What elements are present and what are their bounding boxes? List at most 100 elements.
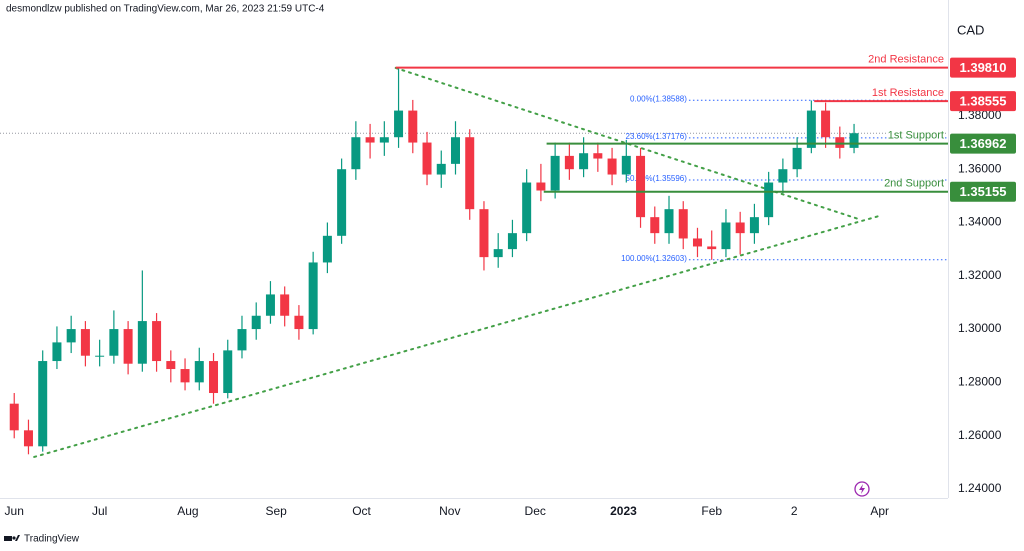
candle-body bbox=[194, 361, 204, 383]
fib-label: 100.00%(1.32603) bbox=[621, 254, 687, 263]
brand-logo bbox=[4, 535, 20, 541]
x-tick-label: 2023 bbox=[610, 504, 637, 518]
candle bbox=[479, 201, 489, 271]
candle bbox=[664, 195, 674, 244]
candle-body bbox=[636, 155, 646, 218]
level-value-box bbox=[950, 133, 1016, 154]
candle bbox=[821, 102, 831, 148]
candle bbox=[550, 142, 560, 199]
candle bbox=[166, 350, 176, 383]
candle-body bbox=[792, 147, 802, 170]
candle bbox=[735, 211, 745, 255]
currency: CAD bbox=[957, 22, 984, 37]
candle bbox=[80, 321, 90, 367]
y-tick-label: 1.26000 bbox=[958, 428, 1002, 442]
candle bbox=[436, 150, 446, 188]
x-tick-label: 2 bbox=[791, 504, 798, 518]
candle-body bbox=[465, 137, 475, 210]
x-tick-label: Jun bbox=[5, 504, 24, 518]
candle bbox=[408, 99, 418, 154]
candle-body bbox=[66, 329, 76, 343]
candle bbox=[379, 121, 389, 156]
candle-body bbox=[593, 153, 603, 159]
trendline bbox=[33, 214, 881, 458]
candle bbox=[394, 67, 404, 148]
candle-body bbox=[109, 329, 119, 356]
candle-body bbox=[678, 209, 688, 239]
candle bbox=[9, 393, 19, 439]
candle-body bbox=[564, 155, 574, 170]
candle-body bbox=[337, 169, 347, 236]
candle-body bbox=[536, 182, 546, 191]
candle-body bbox=[579, 153, 589, 170]
level-name: 1st Resistance bbox=[872, 87, 944, 99]
candle-body bbox=[522, 182, 532, 234]
candle bbox=[678, 201, 688, 250]
candle bbox=[322, 222, 332, 274]
candle-body bbox=[322, 235, 332, 263]
level-name: 1st Support bbox=[888, 129, 944, 141]
candle bbox=[294, 305, 304, 340]
candle-body bbox=[52, 342, 62, 362]
level-value-box bbox=[950, 57, 1016, 78]
candle-body bbox=[280, 294, 290, 316]
candle bbox=[450, 121, 460, 175]
candle bbox=[778, 158, 788, 194]
candle-body bbox=[493, 249, 503, 258]
level-name-bg bbox=[883, 177, 945, 190]
y-tick-label: 1.34000 bbox=[958, 215, 1002, 229]
x-tick-label: Sep bbox=[265, 504, 287, 518]
x-tick-label: Oct bbox=[352, 504, 371, 518]
candle bbox=[351, 121, 361, 180]
candle-body bbox=[507, 233, 517, 250]
candle bbox=[607, 147, 617, 186]
candle-body bbox=[764, 182, 774, 218]
candle bbox=[593, 142, 603, 172]
candle-body bbox=[806, 110, 816, 148]
candle bbox=[280, 286, 290, 327]
level-name: 2nd Support bbox=[884, 178, 944, 190]
candle bbox=[764, 171, 774, 226]
candle-body bbox=[23, 430, 33, 447]
candle-body bbox=[308, 262, 318, 330]
candle bbox=[465, 129, 475, 220]
candle bbox=[365, 123, 375, 159]
candle bbox=[849, 123, 859, 154]
candle-body bbox=[707, 246, 717, 250]
level-value: 1.39810 bbox=[960, 60, 1007, 75]
level-value: 1.35155 bbox=[960, 184, 1007, 199]
candle-body bbox=[223, 350, 233, 394]
candle-body bbox=[621, 155, 631, 175]
y-tick-label: 1.32000 bbox=[958, 268, 1002, 282]
x-tick-label: Jul bbox=[92, 504, 107, 518]
candle bbox=[152, 313, 162, 372]
candle bbox=[237, 315, 247, 359]
candle-body bbox=[237, 329, 247, 351]
candle bbox=[180, 358, 190, 391]
candle-body bbox=[379, 137, 389, 143]
candle-body bbox=[80, 329, 90, 356]
candle bbox=[137, 270, 147, 372]
level-value: 1.38555 bbox=[960, 94, 1007, 109]
level-name-bg bbox=[870, 87, 945, 100]
candle-body bbox=[294, 315, 304, 330]
lightning-icon bbox=[854, 481, 870, 497]
fib-label: 50.00%(1.35596) bbox=[626, 174, 688, 183]
candle-body bbox=[137, 321, 147, 364]
brand: TradingView bbox=[24, 534, 80, 545]
candle bbox=[109, 310, 119, 364]
candle bbox=[194, 347, 204, 391]
candle bbox=[707, 230, 717, 260]
candle-body bbox=[664, 209, 674, 234]
candle bbox=[123, 321, 133, 375]
candle-body bbox=[735, 222, 745, 234]
y-tick-label: 1.38000 bbox=[958, 108, 1002, 122]
candle bbox=[749, 203, 759, 244]
header: desmondlzw published on TradingView.com,… bbox=[6, 4, 325, 15]
level-name: 2nd Resistance bbox=[868, 54, 944, 66]
level-value: 1.36962 bbox=[960, 136, 1007, 151]
candle-body bbox=[607, 158, 617, 175]
level-name-bg bbox=[886, 129, 945, 142]
level-value-box bbox=[950, 181, 1016, 202]
candle-body bbox=[180, 369, 190, 383]
